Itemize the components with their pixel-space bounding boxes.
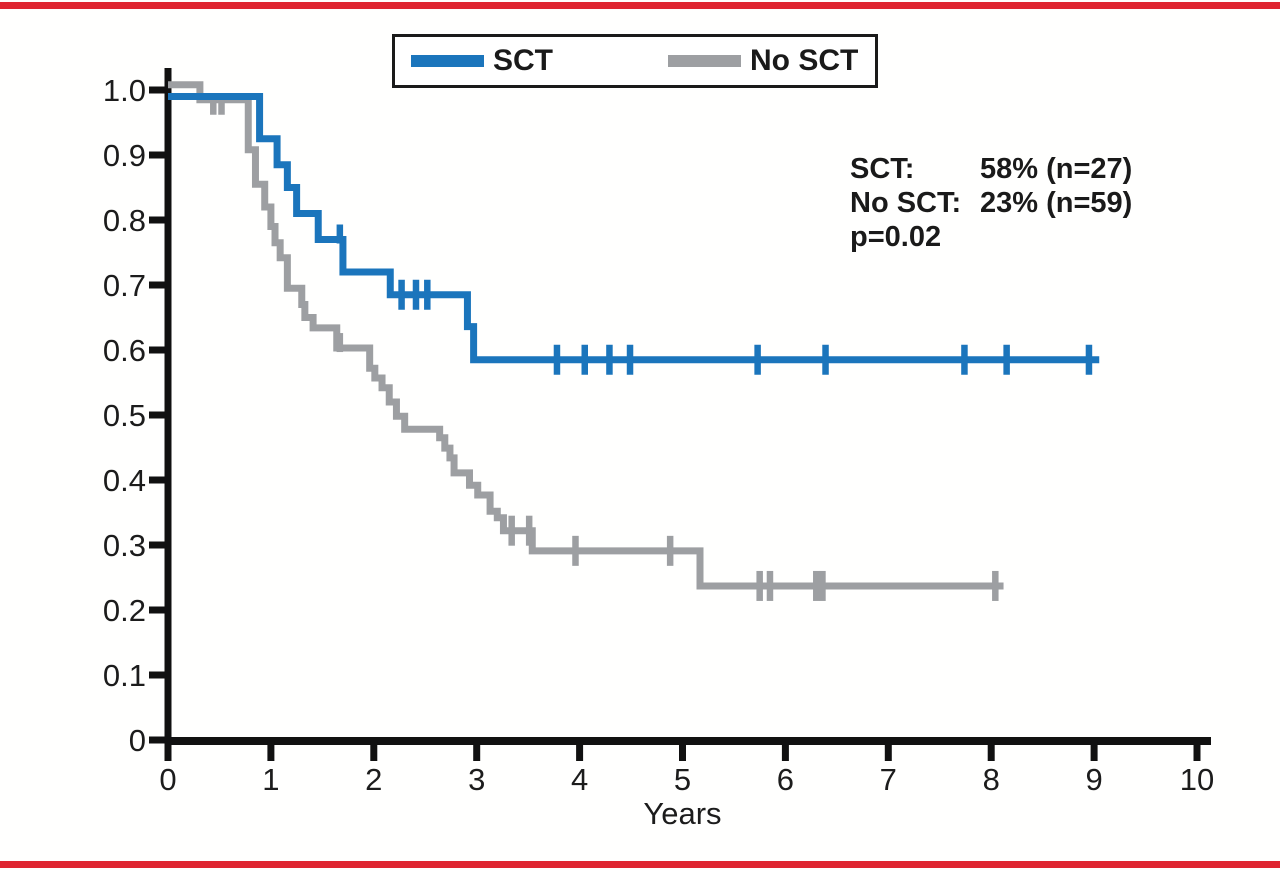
results-annotation: SCT: 58% (n=27) No SCT: 23% (n=59) p=0.0… (850, 152, 1132, 254)
x-tick-label: 5 (674, 762, 691, 797)
annotation-label: SCT: (850, 153, 915, 185)
x-tick-label: 6 (777, 762, 794, 797)
annotation-row-sct: SCT: 58% (n=27) (850, 152, 1132, 186)
y-tick-label: 0.5 (103, 398, 146, 433)
annotation-value: 58% (n=27) (980, 153, 1133, 185)
x-tick-label: 2 (365, 762, 382, 797)
x-tick-label: 7 (880, 762, 897, 797)
legend-swatch-sct (411, 55, 484, 67)
y-tick-label: 0.1 (103, 658, 146, 693)
y-tick-label: 0.8 (103, 203, 146, 238)
y-tick-label: 0.4 (103, 463, 146, 498)
annotation-row-pvalue: p=0.02 (850, 220, 1132, 254)
x-tick-label: 4 (571, 762, 588, 797)
bottom-border-rule (0, 861, 1280, 868)
legend-swatch-no-sct (668, 55, 741, 67)
legend-item-no-sct: No SCT (668, 44, 858, 78)
x-tick-label: 3 (468, 762, 485, 797)
legend-item-sct: SCT (411, 44, 553, 78)
y-tick-label: 0.2 (103, 593, 146, 628)
x-tick-label: 8 (983, 762, 1000, 797)
x-tick-label: 0 (159, 762, 176, 797)
y-tick-label: 1.0 (103, 73, 146, 108)
legend-label-no-sct: No SCT (750, 44, 859, 77)
annotation-label: p=0.02 (850, 221, 942, 253)
y-tick-label: 0.9 (103, 138, 146, 173)
y-tick-label: 0.6 (103, 333, 146, 368)
km-curve-sct (168, 93, 1100, 364)
annotation-row-no-sct: No SCT: 23% (n=59) (850, 186, 1132, 220)
annotation-label: No SCT: (850, 187, 962, 219)
y-tick-label: 0.7 (103, 268, 146, 303)
y-tick-label: 0 (129, 723, 146, 758)
x-tick-label: 1 (262, 762, 279, 797)
km-curve-no-sct (168, 81, 1004, 590)
chart-legend: SCT No SCT (392, 34, 878, 88)
x-tick-label: 9 (1085, 762, 1102, 797)
x-axis-title: Years (643, 796, 721, 831)
legend-label-sct: SCT (493, 44, 553, 77)
annotation-value: 23% (n=59) (980, 187, 1133, 219)
x-tick-label: 10 (1180, 762, 1214, 797)
top-border-rule (0, 2, 1280, 9)
y-tick-label: 0.3 (103, 528, 146, 563)
